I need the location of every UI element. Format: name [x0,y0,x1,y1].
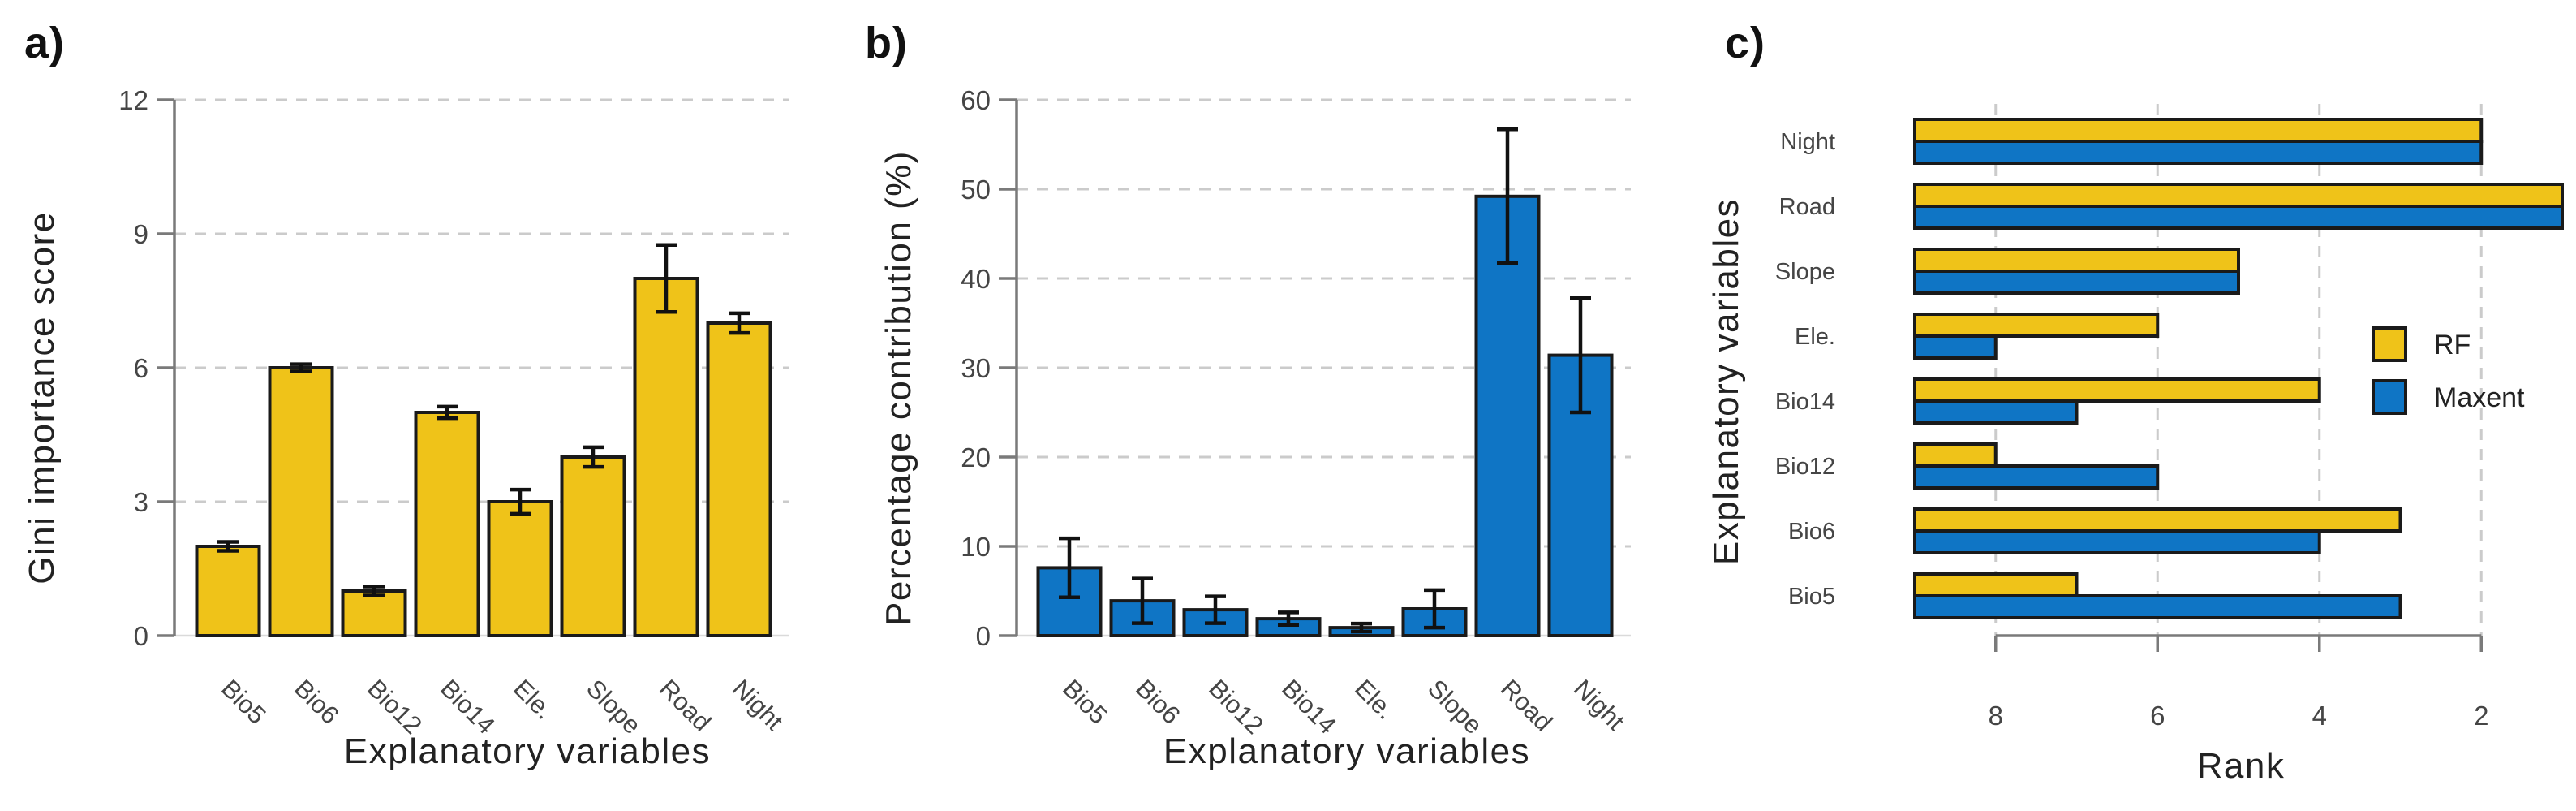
legend-swatch-Maxent [2372,379,2407,415]
x-tick-label-Road: Road [1495,674,1558,736]
y-axis-title-c: Explanatory variables [1706,198,1746,565]
y-tick-label: 0 [976,621,991,651]
x-tick-label-Bio6: Bio6 [289,674,345,730]
x-tick-label-Bio5: Bio5 [216,674,272,730]
x-tick-label-Night: Night [1568,674,1630,736]
bar-b-Road [1474,194,1541,638]
y-tick-label: 9 [134,219,148,249]
x-tick-label-Ele.: Ele. [508,674,559,725]
row-label-Bio14: Bio14 [1775,389,1835,415]
bar-c-Bio12-RF [1913,442,1998,468]
bar-c-Slope-RF [1913,248,2240,273]
bar-a-Bio12 [341,589,407,637]
bar-c-Bio14-RF [1913,377,2321,403]
bar-a-Slope [560,455,626,637]
panel-b: 0 10 20 30 40 50 60 Bio5 Bio6 Bio12 Bio14 Ele. Slope… [879,85,1631,771]
y-axis-title-a: Gini importance score [22,211,62,584]
bar-a-Night [706,321,772,637]
y-tick-label: 20 [961,442,991,472]
y-tick-label: 10 [961,532,991,562]
row-label-Ele.: Ele. [1795,324,1835,350]
x-tick-label: 6 [2150,701,2165,731]
panel-label-a: a) [24,19,66,67]
bar-c-Ele.-Maxent [1913,334,1998,360]
bar-a-Ele. [487,500,553,637]
y-tick-label: 30 [961,353,991,383]
y-tick-label: 0 [134,621,148,651]
x-tick-label-Road: Road [654,674,716,736]
row-label-Night: Night [1780,129,1835,155]
panel-c: Night Road Slope Ele. Bio14 Bio12 Bio6 Bio5 8 6 4 2… [1706,104,2564,786]
x-tick-label-Bio14: Bio14 [435,674,501,740]
y-tick-label: 6 [134,353,148,383]
bar-c-Bio12-Maxent [1913,464,2160,490]
legend-swatch-RF [2372,326,2407,362]
bar-c-Slope-Maxent [1913,270,2240,295]
x-tick-label-Bio6: Bio6 [1130,674,1186,730]
bar-a-Bio14 [414,411,480,637]
bar-c-Road-RF [1913,183,2564,208]
panel-a: 0 3 6 9 12 Bio5 Bio6 Bio12 Bio14 Ele. Slope Road Nig… [22,85,789,771]
bar-c-Bio6-RF [1913,507,2402,533]
y-tick-label: 60 [961,85,991,115]
x-axis-title-b: Explanatory variables [1163,731,1530,771]
x-tick-label-Bio14: Bio14 [1276,674,1342,740]
row-label-Road: Road [1779,194,1835,220]
x-tick-label: 8 [1989,701,2003,731]
bar-c-Bio14-Maxent [1913,399,2079,425]
bar-c-Bio5-RF [1913,572,2079,597]
x-tick-label-Ele.: Ele. [1349,674,1400,725]
row-label-Bio12: Bio12 [1775,454,1835,480]
x-tick-label-Bio12: Bio12 [362,674,428,740]
bar-a-Road [633,277,699,637]
y-tick-label: 50 [961,175,991,205]
x-tick-label-Slope: Slope [581,674,647,740]
x-axis-title-a: Explanatory variables [344,731,711,771]
y-tick-label: 40 [961,264,991,294]
panel-label-c: c) [1725,19,1766,67]
bar-c-Bio5-Maxent [1913,594,2402,619]
bar-a-Bio5 [195,545,261,637]
x-tick-label-Slope: Slope [1422,674,1488,740]
bar-c-Road-Maxent [1913,205,2564,230]
bar-a-Bio6 [268,366,334,637]
x-axis-title-c: Rank [2197,746,2286,786]
y-tick-label: 3 [134,487,148,517]
bar-c-Ele.-RF [1913,313,2160,338]
row-label-Slope: Slope [1775,259,1835,285]
row-label-Bio5: Bio5 [1788,584,1835,610]
panel-label-b: b) [865,19,908,67]
x-tick-label-Night: Night [727,674,789,736]
y-axis-title-b: Percentage contribution (%) [879,150,918,626]
bar-c-Bio6-Maxent [1913,529,2321,554]
legend-label-RF: RF [2434,330,2471,360]
legend-label-Maxent: Maxent [2434,382,2525,413]
x-tick-label: 2 [2474,701,2488,731]
row-label-Bio6: Bio6 [1788,519,1835,545]
bar-c-Night-RF [1913,118,2484,143]
bar-c-Night-Maxent [1913,140,2484,165]
x-tick-label-Bio5: Bio5 [1057,674,1113,730]
y-tick-label: 12 [118,85,148,115]
x-tick-label-Bio12: Bio12 [1203,674,1269,740]
x-tick-label: 4 [2312,701,2327,731]
